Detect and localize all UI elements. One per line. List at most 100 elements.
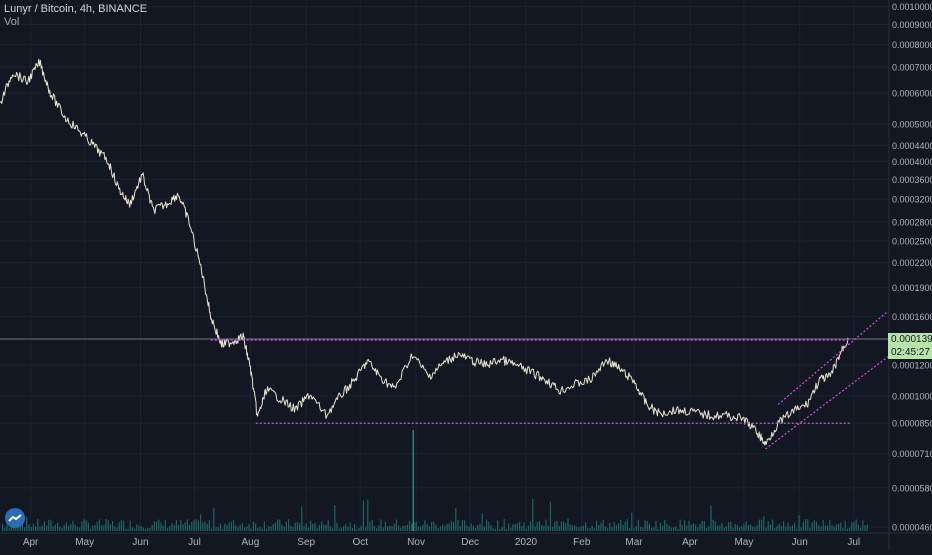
volume-bar — [789, 526, 791, 531]
volume-bar — [461, 519, 463, 531]
volume-bar — [349, 522, 351, 531]
y-tick-label: 0.0000460 — [892, 523, 932, 533]
y-tick-label: 0.0007000 — [892, 62, 932, 72]
y-tick-label: 0.0000850 — [892, 419, 932, 429]
volume-bar — [648, 523, 650, 531]
volume-bar — [800, 527, 802, 531]
volume-bar — [147, 528, 149, 531]
volume-bar — [846, 528, 848, 531]
volume-bar — [712, 519, 714, 531]
price-series-line — [0, 58, 849, 446]
volume-bar — [811, 522, 813, 531]
volume-bar — [314, 522, 316, 531]
volume-bar — [547, 525, 549, 531]
volume-bar — [28, 524, 30, 531]
volume-bar — [576, 526, 578, 531]
volume-bar — [413, 522, 415, 531]
volume-bar — [340, 527, 342, 531]
volume-bar — [853, 521, 855, 531]
volume-bar — [347, 526, 349, 531]
x-tick-label: Aug — [241, 537, 259, 548]
volume-bar — [745, 521, 747, 531]
y-tick-label: 0.0000710 — [892, 449, 932, 459]
volume-bar — [717, 525, 719, 531]
volume-bar — [829, 519, 831, 531]
volume-bar — [681, 524, 683, 531]
volume-bar — [259, 526, 261, 531]
volume-bar — [120, 520, 122, 531]
y-tick-label: 0.0002200 — [892, 258, 932, 268]
volume-bar — [607, 528, 609, 531]
volume-bar — [450, 521, 452, 531]
volume-bar — [332, 528, 334, 531]
volume-bar — [477, 525, 479, 531]
volume-bar — [184, 522, 186, 531]
volume-bar — [160, 522, 162, 531]
volume-bar — [149, 527, 151, 531]
x-tick-label: May — [75, 537, 94, 548]
volume-bar — [807, 519, 809, 531]
volume-bar — [415, 521, 417, 531]
volume-bar — [552, 526, 554, 531]
volume-bar — [202, 522, 204, 531]
volume-bar — [794, 522, 796, 531]
volume-bar — [763, 516, 765, 531]
volume-bar — [767, 521, 769, 531]
volume-bar — [466, 525, 468, 531]
volume-bar — [39, 526, 41, 531]
volume-bar — [728, 521, 730, 531]
volume-bar — [631, 512, 633, 531]
volume-bar — [516, 523, 518, 531]
volume-bar — [558, 526, 560, 531]
volume-bar — [255, 523, 257, 531]
volume-bar — [208, 520, 210, 531]
volume-bar — [675, 526, 677, 531]
volume-bar — [321, 521, 323, 531]
y-tick-label: 0.0006000 — [892, 89, 932, 99]
volume-bar — [862, 520, 864, 531]
volume-bar — [589, 528, 591, 531]
y-tick-label: 0.0003600 — [892, 175, 932, 185]
volume-bar — [136, 524, 138, 531]
volume-bar — [292, 527, 294, 531]
volume-bar — [574, 525, 576, 531]
volume-bar — [486, 519, 488, 531]
x-tick-label: 2020 — [515, 537, 538, 548]
volume-bar — [585, 522, 587, 531]
volume-bar — [105, 519, 107, 531]
y-tick-label: 0.0002800 — [892, 217, 932, 227]
volume-bar — [664, 519, 666, 531]
x-tick-label: May — [734, 537, 753, 548]
volume-bar — [505, 528, 507, 531]
y-tick-label: 0.0008000 — [892, 40, 932, 50]
volume-bar — [96, 521, 98, 531]
y-tick-label: 0.0005000 — [892, 119, 932, 129]
volume-bar — [492, 528, 494, 531]
volume-bar — [813, 520, 815, 531]
volume-bar — [743, 523, 745, 531]
volume-bar — [35, 526, 37, 531]
x-tick-label: Oct — [352, 537, 368, 548]
volume-bar — [633, 528, 635, 531]
volume-bar — [769, 524, 771, 531]
volume-bar — [761, 519, 763, 531]
volume-bar — [393, 523, 395, 531]
volume-bar — [387, 526, 389, 531]
volume-bar — [822, 520, 824, 531]
volume-bar — [613, 521, 615, 531]
x-tick-label: Mar — [625, 537, 643, 548]
volume-bar — [774, 528, 776, 531]
volume-bar — [391, 526, 393, 531]
volume-bar — [587, 528, 589, 531]
volume-bar — [494, 528, 496, 531]
symbol-title: Lunyr / Bitcoin, 4h, BINANCE — [4, 3, 148, 15]
x-tick-label: Apr — [682, 537, 698, 548]
volume-bar — [367, 499, 369, 531]
tradingview-logo-icon[interactable] — [5, 508, 25, 528]
volume-bar — [602, 519, 604, 531]
volume-bar — [74, 524, 76, 531]
volume-bar — [118, 522, 120, 531]
volume-bar — [640, 526, 642, 531]
